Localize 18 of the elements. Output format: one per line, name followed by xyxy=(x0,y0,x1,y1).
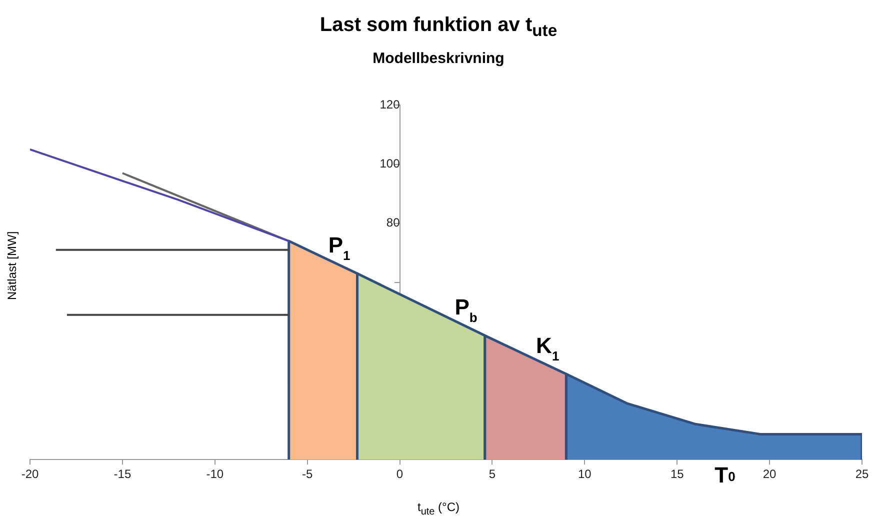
annotation: T0 xyxy=(714,462,736,488)
y-tick-label: 120 xyxy=(380,98,400,112)
x-tick-label: -10 xyxy=(206,467,224,482)
x-tick-label: -5 xyxy=(302,467,313,482)
y-tick-label: 80 xyxy=(386,216,400,230)
x-tick-label: 25 xyxy=(855,467,869,482)
chart-title: Last som funktion av t$_{ute}$ xyxy=(318,14,558,41)
x-tick-label: -20 xyxy=(21,467,39,482)
x-tick-label: 20 xyxy=(762,467,777,482)
x-tick-label: 15 xyxy=(670,467,684,482)
x-tick-label: -15 xyxy=(114,467,132,482)
x-tick-label: 10 xyxy=(578,467,592,482)
y-tick-label: 100 xyxy=(380,156,400,171)
x-axis-title: t$_{ute}$ (°C) xyxy=(417,500,460,518)
y-axis-title: Nätlast [MW] xyxy=(5,231,19,300)
x-tick-label: 5 xyxy=(488,467,496,482)
chart-subtitle: Modellbeskrivning xyxy=(372,50,506,67)
x-tick-label: 0 xyxy=(396,467,404,482)
